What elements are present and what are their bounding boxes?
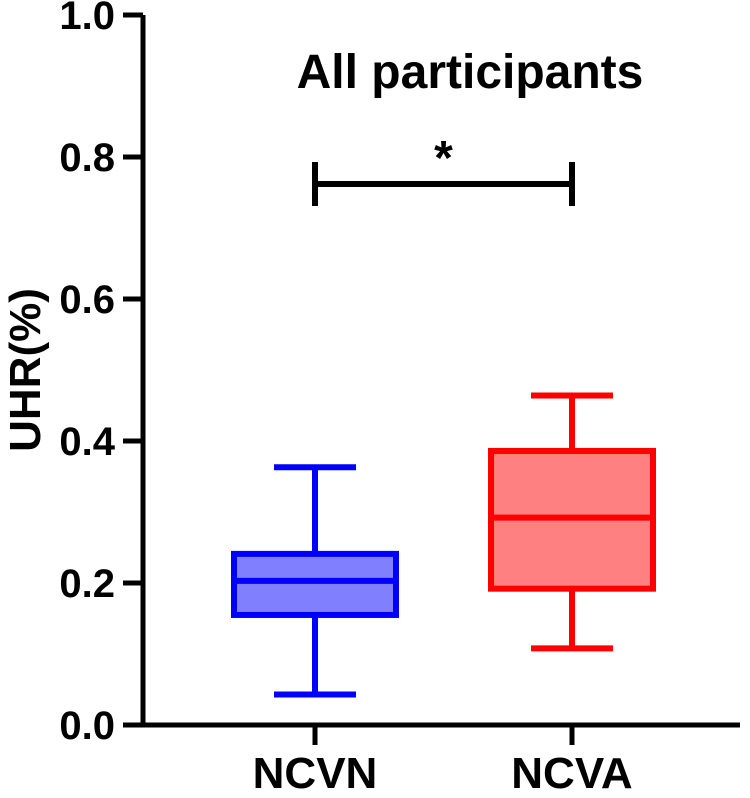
y-tick-label: 0.6 (59, 278, 115, 322)
box-ncvn (231, 464, 399, 698)
y-tick-label: 0.4 (59, 420, 115, 464)
y-tick-label: 0.0 (59, 704, 115, 748)
y-tick-label: 0.2 (59, 562, 115, 606)
y-tick-label: 1.0 (59, 0, 115, 38)
box-iqr (231, 550, 399, 618)
x-tick-label: NCVN (253, 749, 378, 798)
box-ncva (488, 392, 656, 652)
y-axis-label: UHR(%) (1, 288, 50, 452)
chart-marks: * (231, 132, 656, 698)
axes: 0.0 0.2 0.4 0.6 0.8 1.0 NCVN NCVA (59, 0, 740, 798)
significance-bracket: * (312, 132, 575, 206)
chart-title: All participants (297, 46, 644, 99)
y-tick-label: 0.8 (59, 136, 115, 180)
significance-star: * (434, 132, 453, 185)
x-tick-label: NCVA (511, 749, 632, 798)
